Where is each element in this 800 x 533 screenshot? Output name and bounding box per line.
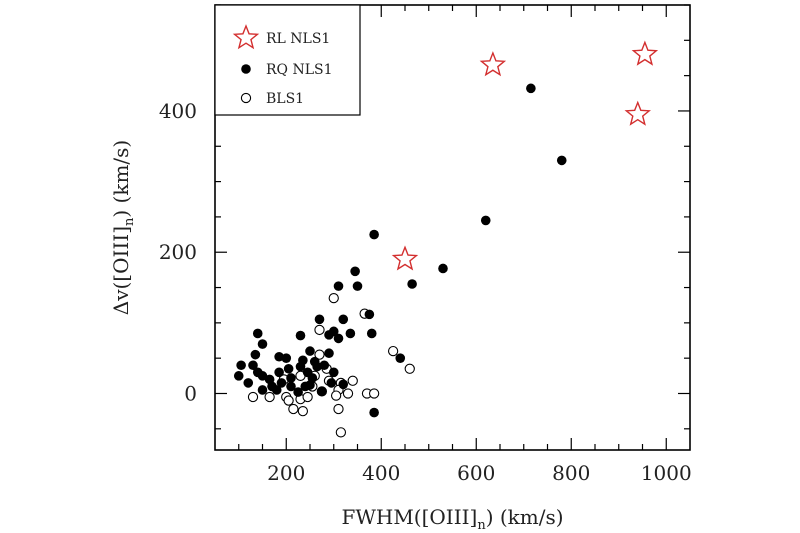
rq-nls1-point [286, 373, 296, 383]
bls1-point [247, 391, 259, 403]
rq-nls1-point [305, 380, 315, 390]
x-tick-label: 1000 [641, 461, 692, 485]
data-points [233, 40, 659, 438]
rq-nls1-point [257, 339, 268, 349]
rq-nls1-point [407, 279, 417, 289]
rq-nls1-point [366, 328, 377, 339]
legend-rq-nls1-label: RQ NLS1 [266, 62, 333, 78]
bls1-point [314, 349, 325, 360]
x-tick-label: 800 [552, 461, 590, 485]
rq-nls1-point [271, 385, 282, 395]
rq-nls1-point [319, 360, 330, 371]
legend-box [214, 4, 361, 116]
rq-nls1-point [333, 281, 344, 291]
legend: RL NLS1 RQ NLS1 BLS1 [214, 4, 361, 116]
bls1-point [264, 391, 275, 403]
bls1-point [333, 403, 344, 415]
legend-rq-nls1-marker [241, 64, 251, 74]
x-tick-label: 400 [362, 461, 400, 485]
x-tick-label: 200 [267, 461, 305, 485]
rq-nls1-point [298, 355, 308, 366]
rq-nls1-point [281, 353, 292, 363]
rq-nls1-point [274, 367, 284, 378]
axis-tick-labels: 200 400 600 800 1000 0 200 400 [159, 99, 692, 485]
rq-nls1-point [257, 371, 268, 381]
rl-nls1-point [479, 51, 507, 77]
rq-nls1-point [326, 378, 337, 388]
legend-rl-nls1-label: RL NLS1 [266, 31, 330, 47]
x-axis-title: FWHM([OIII]n) (km/s) [341, 505, 563, 533]
rq-nls1-point [248, 360, 258, 371]
bls1-point [387, 345, 399, 357]
rq-nls1-point [556, 155, 567, 166]
bls1-point [314, 324, 325, 336]
rq-nls1-point [276, 378, 287, 388]
rq-nls1-point [333, 333, 344, 344]
bls1-point [297, 406, 309, 417]
bls1-point [288, 403, 299, 415]
y-tick-label: 0 [184, 381, 197, 405]
bls1-point [347, 375, 358, 386]
rq-nls1-point [350, 266, 360, 277]
rq-nls1-point [438, 263, 448, 274]
rq-nls1-point [243, 378, 254, 388]
rq-nls1-point [250, 349, 261, 360]
legend-rl-nls1-marker [232, 24, 260, 50]
rq-nls1-point [324, 348, 334, 359]
bls1-point [302, 391, 313, 403]
bls1-point [368, 388, 380, 399]
rq-nls1-point [364, 309, 375, 320]
rq-nls1-point [274, 351, 284, 362]
rq-nls1-point [338, 379, 349, 390]
y-axis-title: Δv([OIII]n) (km/s) [109, 140, 137, 315]
rq-nls1-point [312, 361, 322, 372]
bls1-point [342, 388, 354, 399]
rq-nls1-point [236, 360, 246, 371]
bls1-point [283, 395, 294, 406]
rq-nls1-point [314, 314, 325, 325]
rq-nls1-point [283, 363, 294, 374]
rq-nls1-point [286, 381, 296, 392]
rl-nls1-point [391, 245, 419, 271]
rl-nls1-point [624, 100, 651, 126]
bls1-point [335, 427, 347, 438]
rq-nls1-point [295, 330, 306, 341]
rq-nls1-point [257, 385, 268, 395]
rq-nls1-point [369, 407, 379, 418]
rq-nls1-point [526, 83, 536, 94]
rq-nls1-point [233, 371, 244, 381]
rq-nls1-point [369, 229, 379, 240]
x-tick-label: 600 [457, 461, 495, 485]
legend-bls1-label: BLS1 [266, 91, 304, 107]
rq-nls1-point [293, 387, 303, 397]
bls1-point [404, 363, 415, 374]
y-tick-label: 400 [159, 99, 197, 123]
rq-nls1-point [252, 328, 263, 339]
rq-nls1-point [352, 281, 363, 291]
rq-nls1-point [328, 367, 339, 378]
rq-nls1-point [338, 314, 349, 325]
bls1-point [330, 390, 342, 401]
rq-nls1-point [324, 330, 334, 340]
rq-nls1-point [305, 346, 315, 356]
legend-bls1-marker [240, 92, 252, 104]
bls1-point [328, 292, 339, 304]
rq-nls1-point [317, 386, 327, 397]
rq-nls1-point [395, 353, 406, 363]
y-tick-label: 200 [159, 240, 197, 264]
rq-nls1-point [480, 215, 491, 226]
rq-nls1-point [345, 328, 356, 339]
legend-items: RL NLS1 RQ NLS1 BLS1 [232, 24, 333, 107]
rl-nls1-point [631, 40, 659, 66]
